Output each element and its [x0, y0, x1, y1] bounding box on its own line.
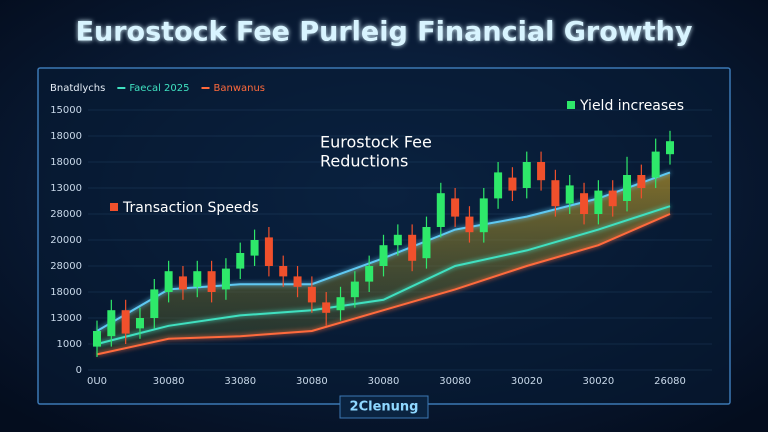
candle-body [350, 281, 359, 298]
annotation: Transaction Speeds [122, 200, 259, 216]
candle-body [422, 227, 431, 259]
candle-body [666, 141, 674, 155]
y-tick-label: 20000 [50, 235, 82, 246]
candle-body [522, 162, 531, 188]
candle-body [551, 180, 560, 207]
candle-body [322, 302, 331, 313]
candle-body [436, 193, 445, 227]
chart-title: Eurostock Fee Purleig Financial Growthy [76, 17, 693, 48]
candle-body [651, 151, 660, 178]
candle-body [178, 276, 187, 290]
candle-body [594, 190, 603, 214]
candle-body [365, 266, 374, 282]
plot: 0 1000 13000 18000 28000 20000 28000 13000 18000… [50, 83, 712, 387]
candle-body [150, 289, 159, 318]
y-tick-label: 18000 [50, 157, 82, 168]
candle-body [408, 234, 417, 261]
footer-box [339, 395, 429, 419]
candle-body [393, 234, 402, 246]
y-tick-label: 18000 [50, 287, 82, 298]
candle-body [164, 271, 173, 292]
annotation: Eurostock Fee [320, 133, 432, 152]
candle-body [451, 198, 460, 217]
legend-label: Bnatdlychs [50, 83, 105, 94]
footer-label: 2Clenung [350, 400, 419, 415]
series-line [96, 213, 671, 356]
candle-body [537, 162, 546, 181]
y-tick-label: 15000 [50, 105, 82, 116]
y-tick-label: 13000 [50, 183, 82, 194]
candle-body [508, 177, 517, 191]
candle-body [307, 286, 316, 303]
x-tick-label: 0U0 [87, 376, 107, 387]
candle-body [221, 268, 230, 290]
y-tick-label: 28000 [50, 209, 82, 220]
candle-body [580, 193, 589, 214]
x-tick-label: 30080 [153, 376, 185, 387]
x-tick-label: 30080 [439, 376, 471, 387]
x-tick-label: 26080 [654, 376, 686, 387]
y-tick-label: 28000 [50, 261, 82, 272]
candle-body [293, 276, 302, 287]
candle-body [494, 172, 503, 199]
legend-label: Banwanus [214, 83, 266, 94]
annotation: Yield increases [579, 98, 684, 114]
candle-body [479, 198, 488, 233]
candle-body [565, 185, 574, 204]
annotation-marker [110, 203, 118, 211]
candle-body [193, 271, 202, 287]
candle-body [637, 175, 646, 188]
candle-body [623, 175, 632, 201]
legend-label: Faecal 2025 [129, 83, 189, 94]
x-tick-label: 30080 [368, 376, 400, 387]
x-tick-label: 30080 [296, 376, 328, 387]
candle-body [465, 216, 474, 233]
candle-body [207, 271, 216, 292]
candle-body [135, 318, 144, 329]
candle-body [279, 266, 288, 277]
candle-body [250, 240, 259, 256]
candle-body [107, 310, 116, 337]
y-tick-label: 13000 [50, 313, 82, 324]
y-tick-label: 1000 [57, 339, 82, 350]
x-tick-label: 30020 [582, 376, 614, 387]
candle-body [264, 237, 273, 266]
y-tick-label: 18000 [50, 131, 82, 142]
candle-body [93, 331, 101, 347]
candle-body [379, 245, 388, 266]
annotation-marker [567, 101, 575, 109]
y-tick-label: 0 [76, 365, 82, 376]
candle-body [236, 253, 245, 269]
annotation: Reductions [320, 152, 408, 171]
x-tick-label: 30020 [511, 376, 543, 387]
candle-body [336, 297, 345, 311]
candle-body [608, 190, 617, 207]
x-tick-label: 33080 [224, 376, 256, 387]
series-line [96, 205, 671, 345]
candle-body [121, 310, 130, 334]
